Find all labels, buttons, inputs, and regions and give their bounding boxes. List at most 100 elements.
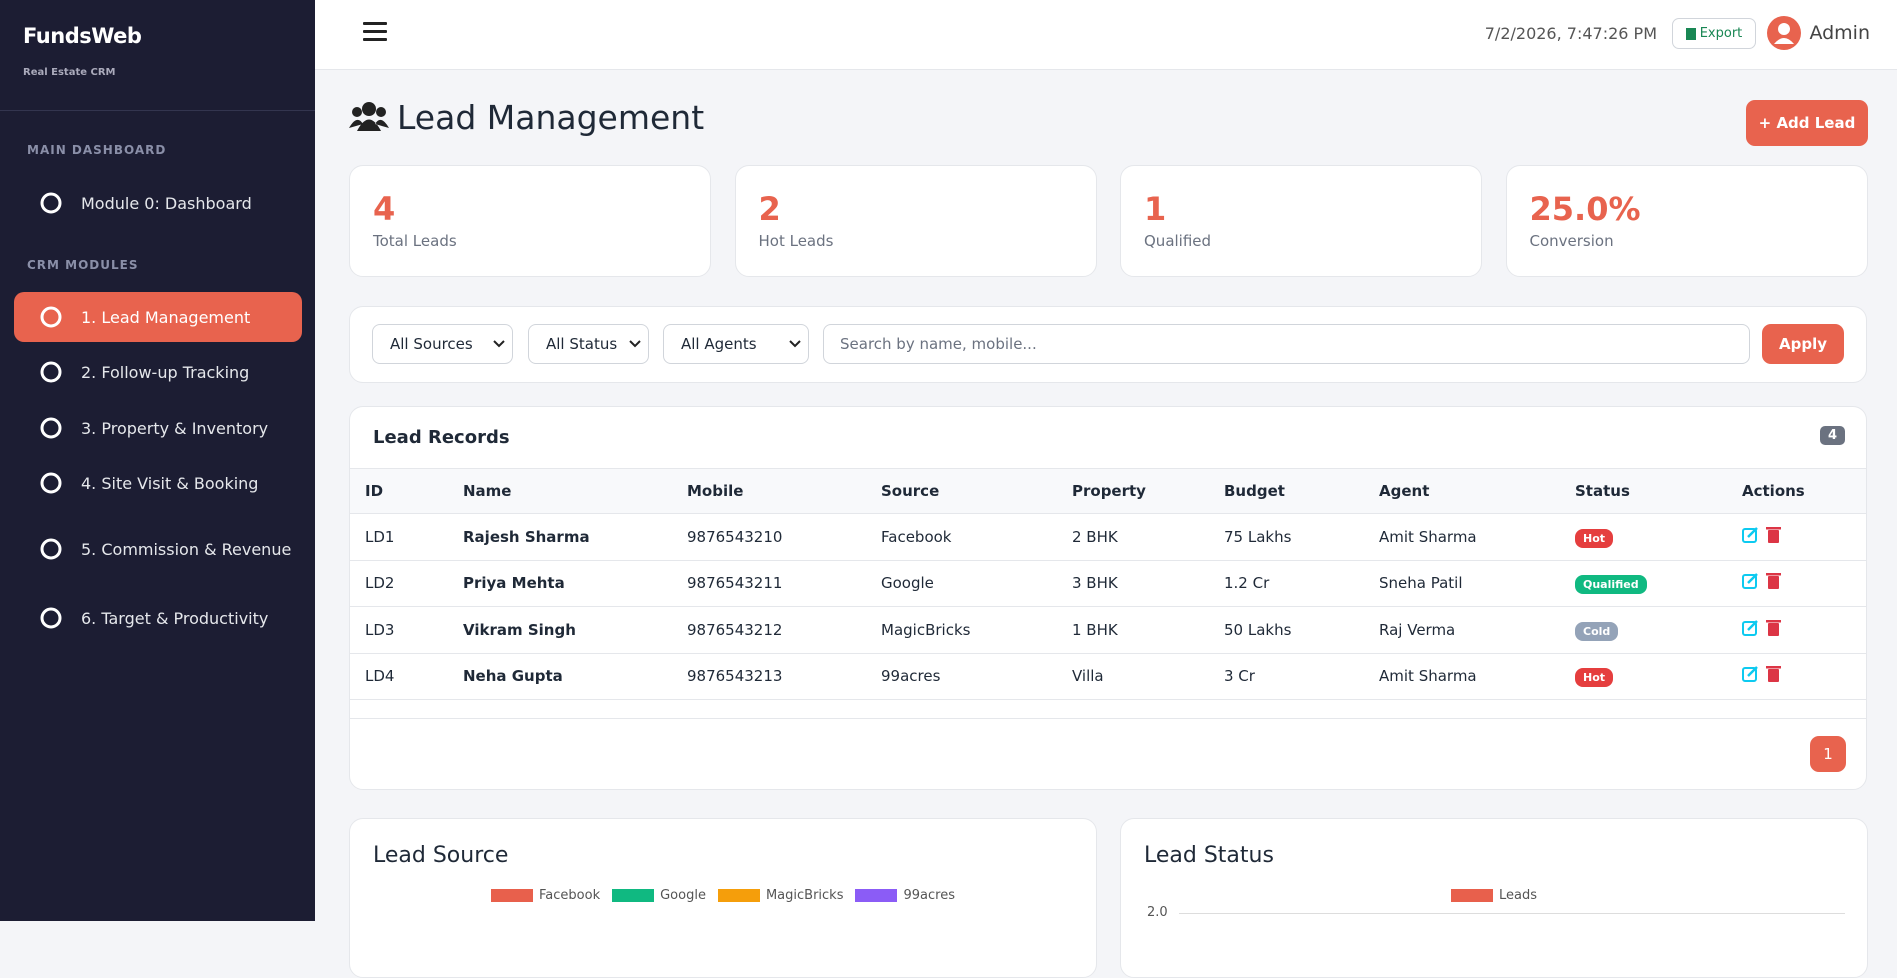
nav-label: 3. Property & Inventory <box>81 418 269 438</box>
nav-item[interactable]: 6. Target & Productivity <box>14 593 302 643</box>
row-actions[interactable] <box>1742 665 1782 683</box>
nav-item[interactable]: 3. Property & Inventory <box>14 403 302 453</box>
legend-swatch <box>1450 889 1493 902</box>
nav-item[interactable]: 5. Commission & Revenue <box>14 519 302 579</box>
stat-label: Qualified <box>1144 232 1212 250</box>
count-badge: 4 <box>1819 426 1845 445</box>
y-tick-label: 2.0 <box>1147 905 1168 920</box>
stat-label: Hot Leads <box>758 232 834 250</box>
stat-card: 2 Hot Leads <box>734 165 1097 277</box>
add-lead-button[interactable]: + Add Lead <box>1746 100 1868 146</box>
status-badge: Hot <box>1575 528 1614 548</box>
actions-cell <box>1727 560 1866 607</box>
datetime: 7/2/2026, 7:47:26 PM <box>1484 24 1657 43</box>
nav-icon <box>40 361 62 383</box>
filter-select[interactable]: All Status <box>528 324 649 364</box>
column-header: ID <box>350 468 448 514</box>
caret <box>629 340 641 348</box>
table-cell: 1.2 Cr <box>1209 560 1364 607</box>
table-cell: Rajesh Sharma <box>448 513 672 561</box>
column-header: Budget <box>1209 468 1364 514</box>
stat-card: 4 Total Leads <box>349 165 711 277</box>
table-cell: 99acres <box>866 653 1057 700</box>
nav-label: 2. Follow-up Tracking <box>81 362 250 382</box>
table-cell: 3 BHK <box>1057 560 1209 607</box>
menu-toggle[interactable] <box>363 20 389 44</box>
column-header: Agent <box>1364 468 1560 514</box>
status-badge: Hot <box>1575 668 1614 688</box>
row-actions[interactable] <box>1742 572 1782 590</box>
nav-item[interactable]: 4. Site Visit & Booking <box>14 458 302 508</box>
filter-select[interactable]: All Agents <box>663 324 809 364</box>
stat-value: 1 <box>1144 190 1167 228</box>
stat-value: 25.0% <box>1529 190 1641 228</box>
page-title: Lead Management <box>397 98 705 137</box>
legend-swatch <box>717 889 760 902</box>
legend-item: Facebook <box>491 888 600 903</box>
table-cell: 2 BHK <box>1057 513 1209 561</box>
legend-label: Google <box>660 888 706 903</box>
table-cell: LD4 <box>350 653 448 700</box>
nav-item[interactable]: 1. Lead Management <box>14 292 302 342</box>
grid-line <box>1179 913 1845 914</box>
stat-label: Total Leads <box>373 232 457 250</box>
excel-icon <box>1685 27 1696 40</box>
status-badge: Qualified <box>1575 575 1647 595</box>
legend-item: Leads <box>1450 888 1537 903</box>
table-cell: MagicBricks <box>866 606 1057 654</box>
table-cell: 3 Cr <box>1209 653 1364 700</box>
table-cell: Villa <box>1057 653 1209 700</box>
filter-select[interactable]: All Sources <box>372 324 513 364</box>
table-cell: 9876543212 <box>672 606 866 654</box>
nav-label: Module 0: Dashboard <box>81 193 252 213</box>
table-cell: 9876543211 <box>672 560 866 607</box>
nav-icon <box>40 472 62 494</box>
column-header: Source <box>866 468 1057 514</box>
user-menu[interactable]: Admin <box>1767 16 1870 50</box>
nav-item[interactable]: 2. Follow-up Tracking <box>14 347 302 397</box>
stat-value: 2 <box>758 190 781 228</box>
nav-item[interactable]: Module 0: Dashboard <box>14 178 302 228</box>
table-cell: 50 Lakhs <box>1209 606 1364 654</box>
export-button[interactable]: Export <box>1672 18 1756 49</box>
table-cell: Neha Gupta <box>448 653 672 700</box>
select-label: All Status <box>546 335 618 353</box>
table-cell: 75 Lakhs <box>1209 513 1364 561</box>
chart-card: Lead Status Leads 2.0 <box>1120 818 1868 978</box>
legend-swatch <box>855 889 898 902</box>
nav-icon <box>40 192 62 214</box>
sidebar: FundsWeb Real Estate CRM MAIN DASHBOARD M… <box>0 0 315 921</box>
actions-cell <box>1727 513 1866 561</box>
column-header: Actions <box>1727 468 1866 514</box>
column-header: Status <box>1560 468 1727 514</box>
stat-card: 25.0% Conversion <box>1505 165 1868 277</box>
nav-label: 5. Commission & Revenue <box>81 539 292 559</box>
nav-icon <box>40 538 62 560</box>
table-cell: LD2 <box>350 560 448 607</box>
row-actions[interactable] <box>1742 619 1782 637</box>
legend-item: MagicBricks <box>717 888 843 903</box>
nav-label: 4. Site Visit & Booking <box>81 473 259 493</box>
select-label: All Agents <box>681 335 757 353</box>
table-cell: Google <box>866 560 1057 607</box>
legend-item: Google <box>612 888 706 903</box>
table-cell: 1 BHK <box>1057 606 1209 654</box>
select-label: All Sources <box>390 335 473 353</box>
export-label: Export <box>1699 26 1743 41</box>
table-cell: Amit Sharma <box>1364 653 1560 700</box>
caret <box>493 340 505 348</box>
caret <box>789 340 801 348</box>
chart-card: Lead Source Facebook Google MagicBricks 99ac… <box>349 818 1097 978</box>
row-actions[interactable] <box>1742 526 1782 544</box>
table-cell: Facebook <box>866 513 1057 561</box>
nav-label: 1. Lead Management <box>81 307 251 327</box>
table-cell: Cold <box>1560 606 1727 654</box>
table-row: LD2 Priya Mehta 9876543211 Google 3 BHK 1.2 C… <box>350 560 1866 607</box>
search-input[interactable]: Search by name, mobile... <box>823 324 1750 364</box>
page-button[interactable]: 1 <box>1810 736 1846 772</box>
legend-item: 99acres <box>855 888 955 903</box>
apply-button[interactable]: Apply <box>1762 324 1844 364</box>
table-cell: LD3 <box>350 606 448 654</box>
table-row: LD3 Vikram Singh 9876543212 MagicBricks 1 BH… <box>350 606 1866 654</box>
